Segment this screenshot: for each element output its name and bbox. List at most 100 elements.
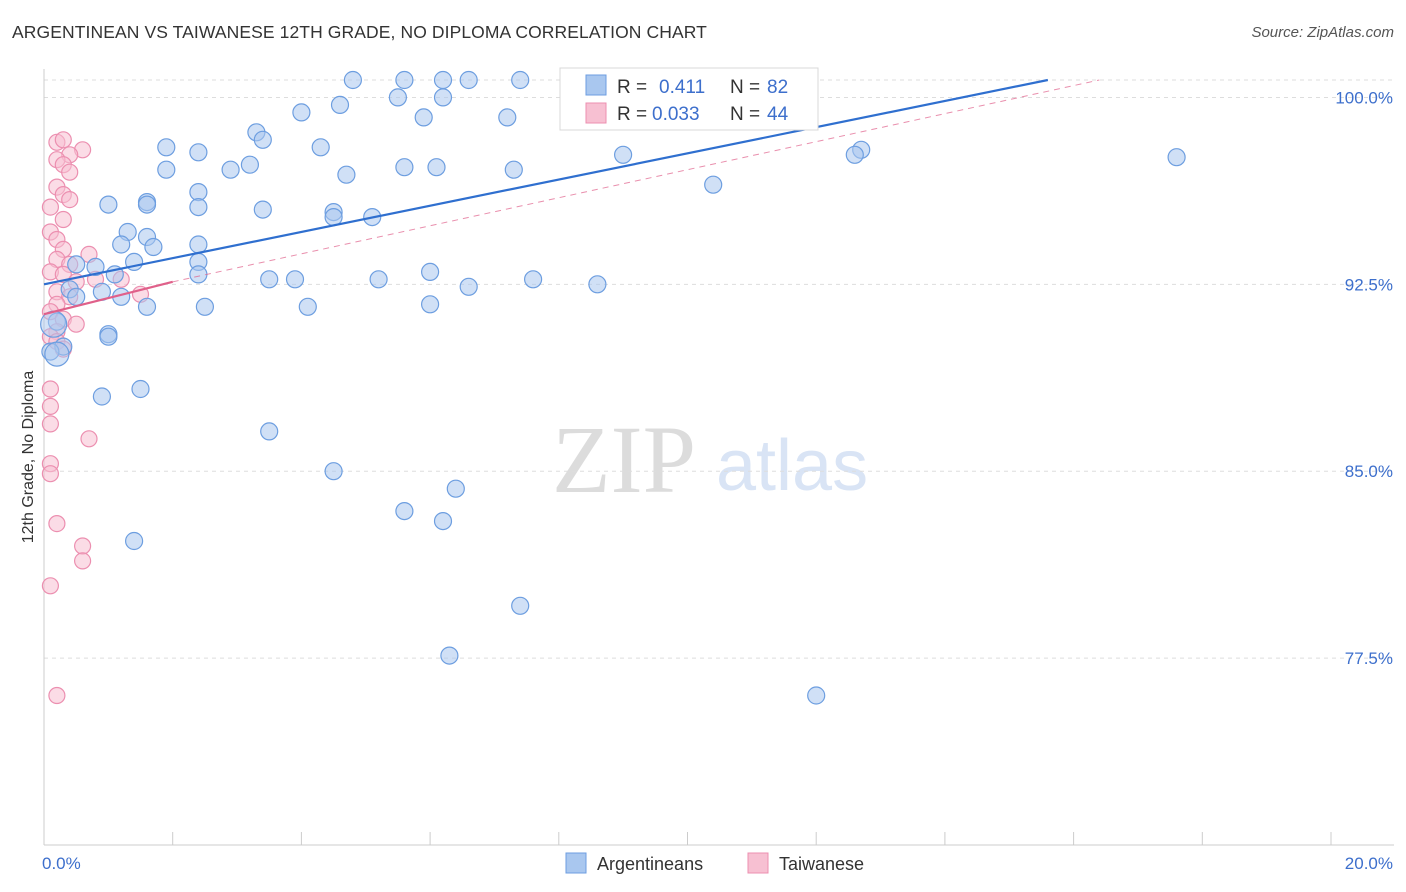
trend-line-taiwanese-extension: [172, 79, 1100, 283]
argentinean-point: [427, 158, 446, 177]
chart-title: ARGENTINEAN VS TAIWANESE 12TH GRADE, NO …: [12, 22, 707, 42]
x-tick-marks: [43, 832, 1332, 845]
argentinean-point: [99, 195, 118, 214]
argentinean-point: [421, 295, 440, 314]
watermark: ZIP atlas: [552, 406, 868, 513]
taiwanese-point: [73, 552, 92, 570]
argentinean-point: [324, 462, 343, 481]
argentinean-point: [343, 70, 362, 90]
legend-label-argentineans: Argentineans: [597, 854, 703, 874]
argentinean-point: [260, 270, 279, 289]
taiwanese-point: [54, 265, 72, 283]
taiwanese-point: [73, 537, 92, 555]
argentinean-point: [498, 108, 517, 127]
argentinean-point: [86, 257, 105, 276]
argentinean-point: [157, 160, 176, 179]
argentinean-point: [511, 596, 530, 615]
argentinean-point: [523, 270, 543, 289]
argentinean-point: [125, 531, 144, 551]
legend-swatch-taiwanese: [747, 852, 769, 874]
argentinean-point-cluster: [44, 341, 70, 367]
watermark-atlas: atlas: [716, 426, 868, 506]
taiwanese-point: [41, 577, 60, 595]
y-tick-label: 92.5%: [1345, 275, 1393, 294]
argentinean-point: [260, 422, 279, 441]
argentinean-point: [137, 195, 157, 214]
argentinean-point: [311, 138, 330, 157]
chart-source: Source: ZipAtlas.com: [1251, 24, 1394, 41]
y-tick-label: 85.0%: [1345, 462, 1393, 481]
series-legend: Argentineans Taiwanese: [565, 852, 864, 874]
axes: [43, 69, 1394, 846]
argentinean-point: [504, 160, 523, 179]
argentinean-point: [189, 198, 208, 217]
taiwanese-point: [41, 380, 60, 398]
argentinean-point: [112, 235, 131, 254]
stats-n-value-taiwanese: 44: [767, 104, 789, 125]
y-axis-title: 12th Grade, No Diploma: [20, 371, 37, 544]
argentinean-point: [195, 297, 214, 316]
argentinean-point: [298, 297, 317, 316]
stats-n-label-argentineans: N =: [730, 77, 760, 98]
argentinean-point: [395, 70, 414, 90]
series-argentineans-points: [40, 70, 1186, 705]
argentinean-point: [395, 502, 414, 521]
x-tick-label: 20.0%: [1345, 854, 1393, 873]
taiwanese-point: [54, 131, 72, 149]
argentinean-point: [421, 262, 440, 281]
argentinean-point: [369, 270, 388, 289]
x-tick-labels: 0.0% 20.0%: [42, 854, 1393, 873]
stats-legend: R = 0.411 N = 82 R = 0.033 N = 44: [559, 67, 819, 131]
taiwanese-point: [61, 191, 79, 209]
y-tick-label: 100.0%: [1335, 88, 1393, 107]
argentinean-point: [446, 479, 465, 498]
argentinean-point: [221, 160, 240, 179]
stats-n-value-argentineans: 82: [767, 77, 788, 98]
stats-n-label-taiwanese: N =: [730, 104, 760, 125]
argentinean-point: [511, 70, 530, 90]
y-tick-label: 77.5%: [1345, 649, 1393, 668]
argentinean-point: [253, 130, 272, 149]
legend-swatch-argentineans: [565, 852, 587, 874]
trend-line-taiwanese: [43, 280, 173, 316]
taiwanese-point: [80, 430, 98, 448]
argentinean-point: [144, 237, 163, 257]
argentinean-point: [337, 165, 356, 184]
stats-r-value-taiwanese: 0.033: [652, 104, 700, 125]
argentinean-point: [240, 155, 259, 174]
trend-lines: [43, 78, 1100, 316]
argentinean-point: [137, 297, 157, 316]
series-taiwanese-points: [41, 131, 150, 705]
stats-r-label-argentineans: R =: [617, 77, 647, 98]
argentinean-point: [285, 270, 305, 289]
argentinean-point: [92, 387, 112, 406]
argentinean-point: [253, 200, 272, 219]
argentinean-point: [588, 275, 607, 294]
argentinean-point: [157, 138, 176, 157]
argentinean-point: [459, 70, 478, 90]
argentinean-point: [324, 208, 343, 227]
stats-r-value-argentineans: 0.411: [659, 77, 705, 98]
taiwanese-point: [41, 397, 60, 415]
stats-r-label-taiwanese: R =: [617, 104, 647, 125]
taiwanese-point: [61, 163, 79, 181]
argentinean-point: [440, 646, 459, 665]
argentinean-point: [807, 686, 826, 705]
argentinean-point: [388, 88, 407, 107]
argentinean-point: [433, 88, 453, 107]
taiwanese-point: [41, 465, 60, 483]
taiwanese-point: [41, 198, 60, 216]
taiwanese-point: [41, 415, 60, 433]
trend-line-argentineans: [43, 78, 1049, 286]
taiwanese-point: [67, 315, 85, 333]
argentinean-point: [99, 327, 118, 346]
taiwanese-point: [54, 210, 72, 229]
argentinean-point: [704, 175, 723, 194]
argentinean-point: [67, 255, 86, 274]
argentinean-point: [189, 235, 208, 254]
watermark-zip: ZIP: [552, 406, 696, 513]
taiwanese-point: [48, 686, 66, 705]
stats-legend-swatch-pink: [585, 102, 607, 124]
argentinean-point: [459, 277, 478, 296]
argentinean-point: [67, 287, 86, 306]
